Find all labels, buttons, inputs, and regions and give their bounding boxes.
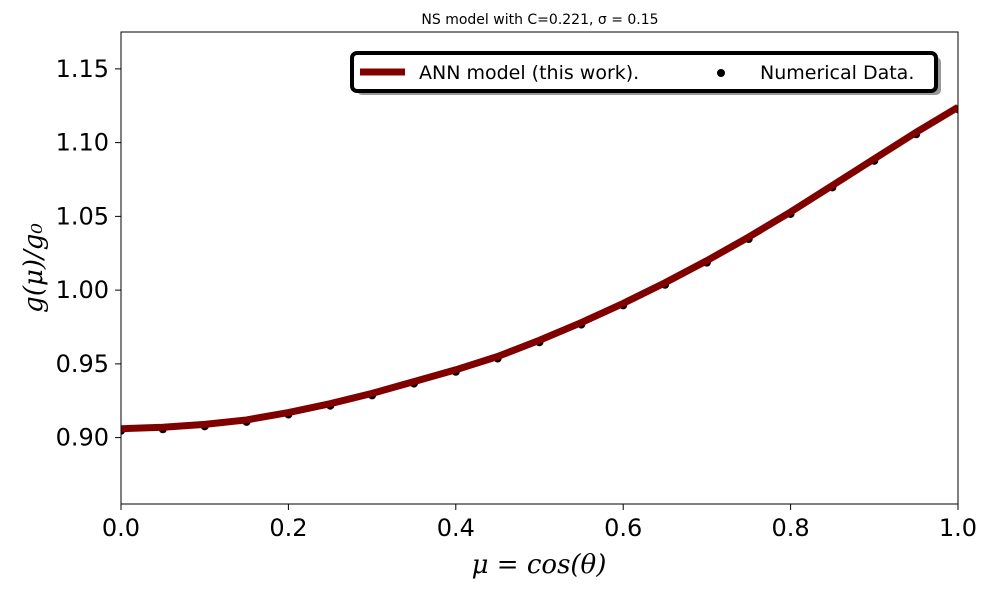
- legend: ANN model (this work). Numerical Data.: [350, 51, 941, 95]
- x-axis: 0.0 0.2 0.4 0.6 0.8 1.0: [102, 504, 977, 542]
- x-tick-label: 1.0: [939, 514, 977, 542]
- y-axis: 0.90 0.95 1.00 1.05 1.10 1.15: [56, 55, 121, 452]
- x-tick-label: 0.2: [269, 514, 307, 542]
- y-tick-label: 0.90: [56, 424, 109, 452]
- plot-frame: [120, 31, 959, 505]
- legend-label-ann: ANN model (this work).: [419, 62, 639, 84]
- x-tick-label: 0.4: [437, 514, 475, 542]
- chart-title: NS model with C=0.221, σ = 0.15: [421, 12, 658, 28]
- y-tick-label: 1.05: [56, 202, 109, 230]
- x-tick-label: 0.0: [102, 514, 140, 542]
- legend-marker-numerical: [717, 69, 725, 77]
- ann-model-line: [121, 104, 958, 433]
- x-axis-label: μ = cos(θ): [472, 550, 607, 580]
- y-tick-label: 1.00: [56, 276, 109, 304]
- y-tick-label: 0.95: [56, 350, 109, 378]
- legend-box: [350, 51, 938, 93]
- y-axis-label: g(μ)/g₀: [19, 223, 49, 313]
- y-tick-label: 1.10: [56, 129, 109, 157]
- x-tick-label: 0.8: [772, 514, 810, 542]
- plot-marks: [121, 104, 958, 435]
- x-tick-label: 0.6: [604, 514, 642, 542]
- y-tick-label: 1.15: [56, 55, 109, 83]
- legend-label-numerical: Numerical Data.: [760, 62, 914, 84]
